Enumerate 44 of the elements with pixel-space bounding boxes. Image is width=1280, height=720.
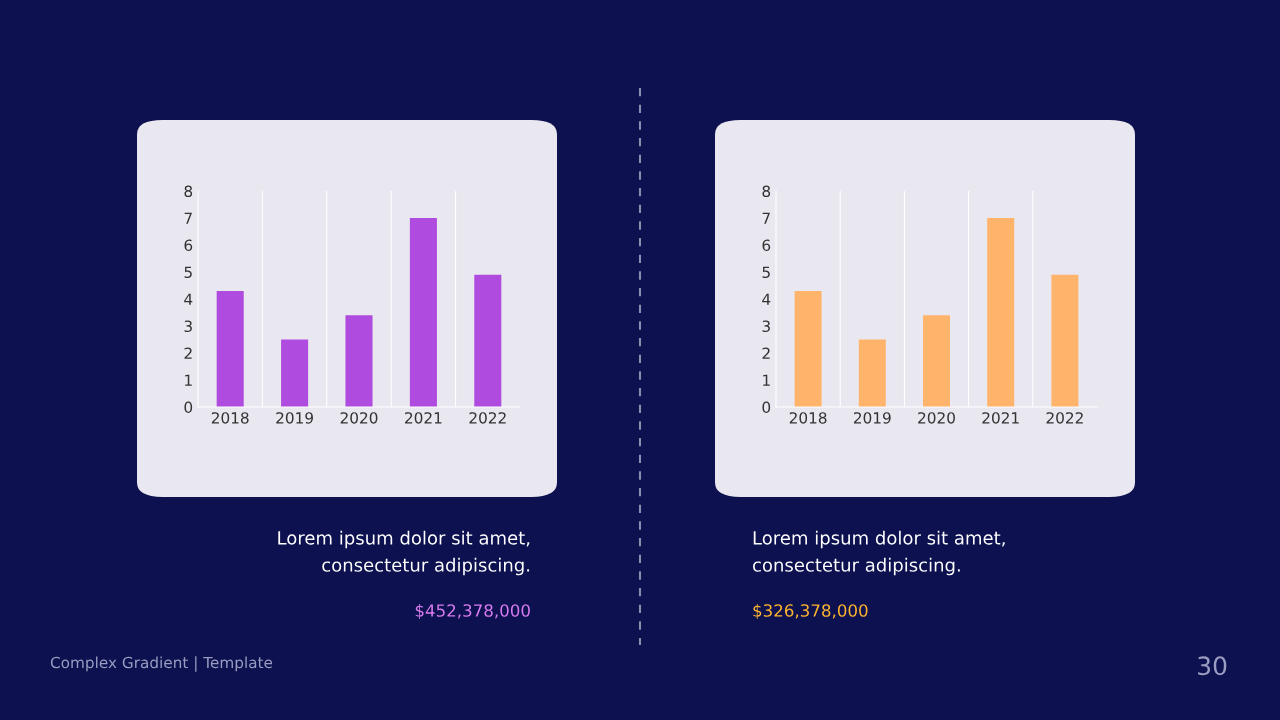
x-tick-label: 2018 xyxy=(789,412,827,424)
x-tick-label: 2020 xyxy=(340,412,378,424)
y-tick-label: 6 xyxy=(762,239,771,252)
bar xyxy=(216,290,244,407)
y-tick-label: 2 xyxy=(184,347,192,359)
x-tick-label: 2021 xyxy=(405,412,442,424)
y-tick-label: 8 xyxy=(762,185,771,198)
y-tick-label: 7 xyxy=(184,212,192,224)
bar xyxy=(409,218,437,407)
bar xyxy=(474,274,502,407)
x-tick-label: 2021 xyxy=(982,412,1019,424)
y-tick-label: 7 xyxy=(762,212,770,224)
y-tick-label: 4 xyxy=(762,293,771,305)
bar xyxy=(345,315,373,407)
bar xyxy=(794,290,822,407)
text: $452,378,000 xyxy=(415,603,530,620)
x-tick-label: 2022 xyxy=(469,412,506,424)
text: $326,378,000 xyxy=(753,603,868,620)
text: Complex Gradient | Template xyxy=(50,656,273,672)
y-tick-label: 2 xyxy=(762,347,770,359)
x-tick-label: 2019 xyxy=(276,412,313,424)
text: Lorem ipsum dolor sit amet, consectetur adipiscing. xyxy=(278,530,530,576)
y-tick-label: 6 xyxy=(184,239,193,252)
x-tick-label: 2020 xyxy=(918,412,955,424)
text: 30 xyxy=(1198,656,1227,676)
x-tick-label: 2022 xyxy=(1046,412,1083,424)
y-tick-label: 4 xyxy=(184,293,193,305)
y-tick-label: 0 xyxy=(762,401,771,414)
y-tick-label: 3 xyxy=(184,320,192,333)
bar xyxy=(923,315,950,407)
bar xyxy=(858,339,886,407)
y-tick-label: 1 xyxy=(763,374,770,386)
text: Lorem ipsum dolor sit amet, consectetur adipiscing. xyxy=(753,530,1005,576)
bar xyxy=(1051,274,1079,407)
y-tick-label: 3 xyxy=(762,320,770,333)
y-tick-label: 5 xyxy=(184,266,192,279)
y-tick-label: 0 xyxy=(184,401,193,414)
y-tick-label: 5 xyxy=(762,266,770,279)
y-tick-label: 1 xyxy=(185,374,192,386)
x-tick-label: 2018 xyxy=(211,412,249,424)
y-tick-label: 8 xyxy=(184,185,193,198)
bar xyxy=(987,218,1015,407)
bar xyxy=(281,339,309,407)
x-tick-label: 2019 xyxy=(853,412,891,424)
